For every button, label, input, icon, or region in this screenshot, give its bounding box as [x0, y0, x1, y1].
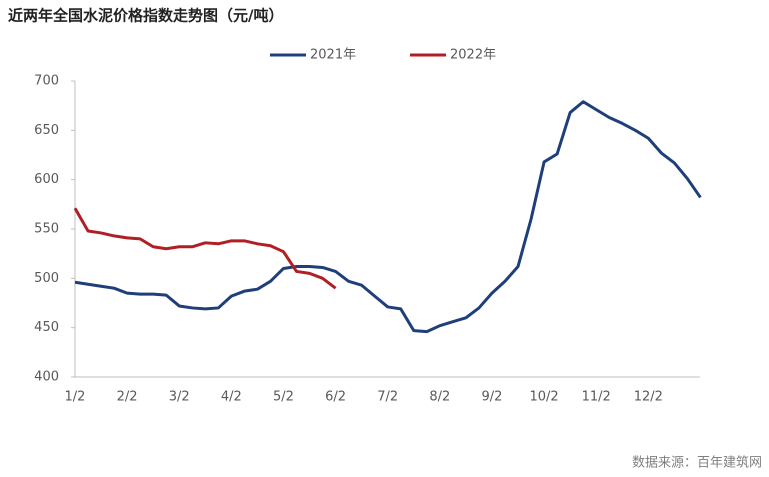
x-tick-label: 9/2 — [481, 390, 502, 405]
y-tick-label: 550 — [34, 222, 59, 237]
series-line — [74, 100, 702, 334]
y-tick-label: 650 — [34, 123, 59, 138]
x-tick-label: 6/2 — [325, 390, 346, 405]
x-tick-label: 8/2 — [429, 390, 450, 405]
x-tick-label: 2/2 — [117, 390, 138, 405]
x-tick-label: 12/2 — [634, 390, 663, 405]
legend-label: 2021年 — [310, 48, 356, 63]
legend-label: 2022年 — [450, 48, 496, 63]
x-tick-label: 3/2 — [169, 390, 190, 405]
y-tick-label: 450 — [34, 320, 59, 335]
y-tick-label: 400 — [34, 370, 59, 385]
x-tick-label: 10/2 — [529, 390, 558, 405]
x-tick-label: 4/2 — [221, 390, 242, 405]
chart-title: 近两年全国水泥价格指数走势图（元/吨） — [8, 7, 283, 25]
series-line — [73, 207, 337, 290]
x-tick-label: 5/2 — [273, 390, 294, 405]
x-tick-label: 11/2 — [582, 390, 611, 405]
y-tick-label: 700 — [34, 74, 59, 89]
x-tick-label: 1/2 — [65, 390, 86, 405]
source-note: 数据来源：百年建筑网 — [632, 455, 762, 471]
y-tick-label: 600 — [34, 172, 59, 187]
y-tick-label: 500 — [34, 271, 59, 286]
x-tick-label: 7/2 — [377, 390, 398, 405]
